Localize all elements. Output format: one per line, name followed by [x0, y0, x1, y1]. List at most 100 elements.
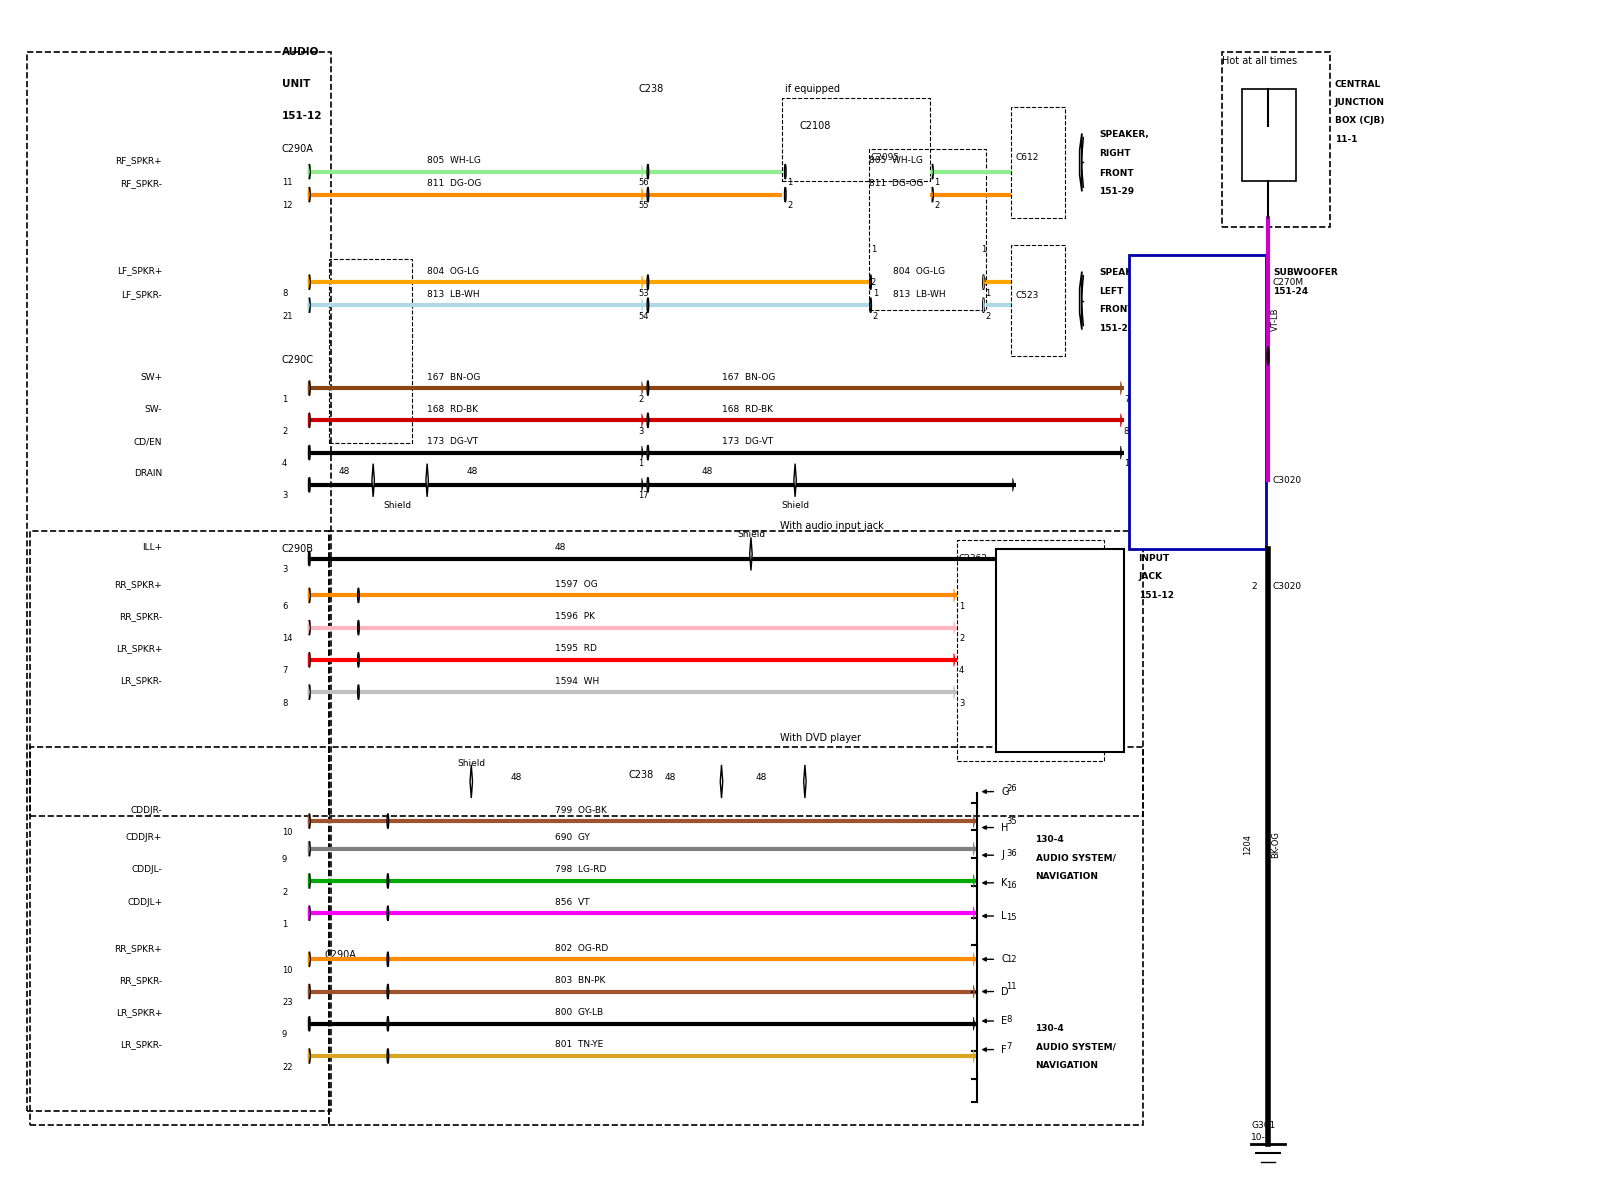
Text: C: C [1002, 954, 1008, 965]
Text: 5: 5 [1251, 475, 1258, 485]
Text: C612: C612 [1016, 154, 1040, 162]
Text: 1: 1 [934, 178, 939, 187]
Bar [1011, 245, 1066, 356]
Bar [1128, 254, 1266, 550]
Text: 1: 1 [1123, 460, 1130, 468]
Bar [1242, 89, 1296, 181]
Text: 4: 4 [958, 666, 965, 676]
Text: 805  WH-LG: 805 WH-LG [869, 156, 923, 166]
Text: FRONT: FRONT [1099, 169, 1134, 178]
Text: 167  BN-OG: 167 BN-OG [427, 372, 480, 382]
Text: 167  BN-OG: 167 BN-OG [722, 372, 774, 382]
Text: 1: 1 [638, 460, 643, 468]
Text: RIGHT: RIGHT [1099, 149, 1131, 157]
Text: LR_SPKR+: LR_SPKR+ [115, 1008, 162, 1018]
Polygon shape [426, 463, 429, 497]
Text: 8: 8 [1006, 1015, 1011, 1024]
Text: C523: C523 [1016, 292, 1040, 300]
Text: LR_SPKR+: LR_SPKR+ [1002, 655, 1045, 665]
Text: 828: 828 [1243, 311, 1251, 328]
Text: NAVIGATION: NAVIGATION [1035, 872, 1099, 881]
Text: C2362: C2362 [958, 554, 987, 563]
Text: 26: 26 [1006, 785, 1016, 793]
Text: 1: 1 [958, 602, 965, 611]
Text: 1: 1 [787, 178, 792, 187]
Text: F38: F38 [1251, 126, 1267, 134]
Text: C290A: C290A [282, 144, 314, 154]
Text: 48: 48 [339, 468, 350, 476]
Text: 35: 35 [1006, 817, 1016, 826]
Text: 11: 11 [282, 178, 293, 187]
Bar [27, 52, 331, 1111]
Text: 130-4: 130-4 [1035, 835, 1064, 844]
Text: 12: 12 [1006, 955, 1016, 964]
Bar [869, 149, 987, 310]
Text: 2: 2 [872, 312, 878, 320]
Text: 9: 9 [282, 856, 286, 864]
Text: SPEAKER,: SPEAKER, [1099, 269, 1149, 277]
Text: LR_SPKR-: LR_SPKR- [120, 1040, 162, 1050]
Text: 7: 7 [1006, 1043, 1011, 1051]
Text: AUDIO SYSTEM/: AUDIO SYSTEM/ [1035, 1043, 1115, 1051]
Text: FRONT: FRONT [1099, 305, 1134, 314]
Bar [30, 748, 330, 1126]
Text: CDDJR-: CDDJR- [131, 805, 162, 815]
Text: C270M: C270M [1274, 277, 1304, 287]
Text: DRAIN: DRAIN [134, 469, 162, 479]
Text: SUBWOOFER: SUBWOOFER [1274, 269, 1338, 277]
Text: RR_SPKR-: RR_SPKR- [1002, 610, 1042, 618]
Text: SW-: SW- [1139, 350, 1157, 361]
Text: 1: 1 [282, 919, 286, 929]
Text: LF_SPKR-: LF_SPKR- [122, 289, 162, 299]
Text: 1: 1 [986, 289, 990, 298]
Text: 151-12: 151-12 [282, 112, 323, 121]
Text: 6: 6 [1251, 277, 1258, 287]
Text: 21: 21 [282, 312, 293, 320]
Text: Shield: Shield [384, 500, 411, 510]
Text: 802  OG-RD: 802 OG-RD [555, 943, 608, 953]
Text: SW-: SW- [144, 404, 162, 414]
Text: if equipped: if equipped [786, 84, 840, 94]
Text: 804  OG-LG: 804 OG-LG [427, 266, 480, 276]
Text: 151-29: 151-29 [1099, 187, 1134, 197]
Text: D: D [1002, 986, 1008, 996]
Text: G: G [1002, 787, 1008, 797]
Text: 2: 2 [282, 888, 286, 896]
Text: INPUT: INPUT [1139, 554, 1170, 563]
Text: 17: 17 [638, 491, 648, 500]
Text: 3: 3 [958, 698, 965, 708]
Text: LEFT: LEFT [1099, 287, 1123, 296]
Text: C290A: C290A [325, 949, 355, 960]
Bar [330, 530, 1144, 816]
Text: UNIT: UNIT [282, 79, 310, 89]
Text: C2108: C2108 [800, 120, 832, 131]
Text: 2: 2 [958, 634, 965, 643]
Text: NAVIGATION: NAVIGATION [1035, 1061, 1099, 1069]
Text: 3: 3 [282, 491, 288, 500]
Text: C3020: C3020 [1274, 582, 1302, 590]
Text: K: K [1002, 878, 1008, 888]
Text: 48: 48 [466, 468, 478, 476]
Text: C290B: C290B [282, 545, 314, 554]
Text: 173  DG-VT: 173 DG-VT [722, 437, 773, 446]
Text: 2: 2 [638, 395, 643, 403]
Text: LR_SPKR+: LR_SPKR+ [115, 644, 162, 653]
Text: C3020: C3020 [1274, 475, 1302, 485]
Text: 805  WH-LG: 805 WH-LG [427, 156, 482, 166]
Text: 803  BN-PK: 803 BN-PK [555, 976, 605, 985]
Text: 811  DG-OG: 811 DG-OG [869, 179, 923, 188]
Text: 151-12: 151-12 [1139, 590, 1173, 600]
Text: 1: 1 [870, 246, 875, 254]
Text: 15: 15 [1006, 913, 1016, 923]
Text: 2: 2 [986, 312, 990, 320]
Polygon shape [803, 764, 806, 798]
Text: AUDIO: AUDIO [1139, 535, 1171, 545]
Text: 10: 10 [282, 966, 293, 974]
Bar [330, 259, 413, 443]
Text: VT-LB: VT-LB [1272, 307, 1280, 331]
Text: CDDJR+: CDDJR+ [126, 833, 162, 842]
Bar [782, 98, 930, 181]
Text: 2: 2 [282, 427, 286, 436]
Text: With DVD player: With DVD player [781, 733, 861, 743]
Text: 36: 36 [1006, 848, 1018, 858]
